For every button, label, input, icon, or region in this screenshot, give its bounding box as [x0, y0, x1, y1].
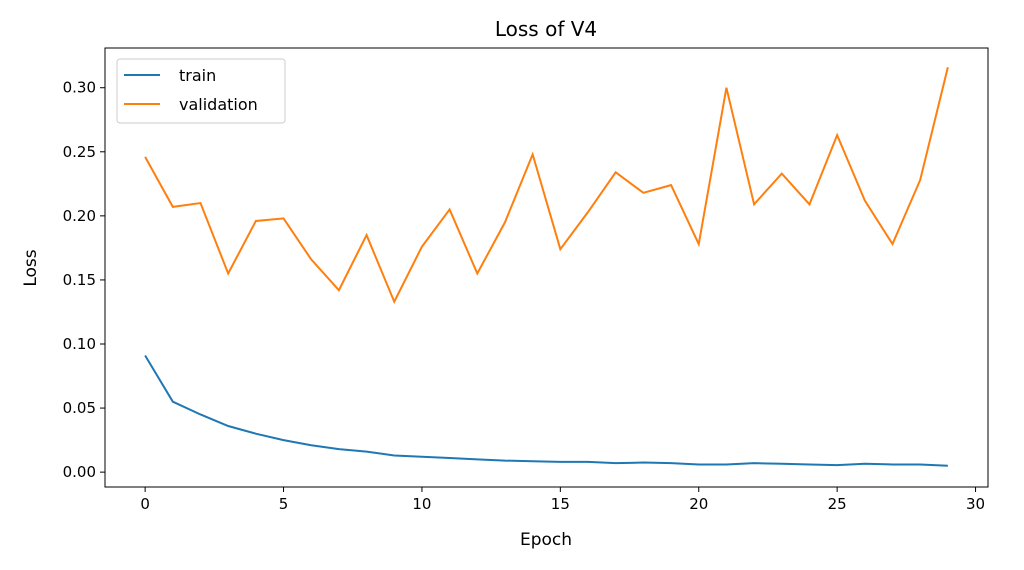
- x-tick-label: 5: [279, 495, 289, 513]
- x-tick-label: 25: [828, 495, 847, 513]
- series-line-train: [145, 356, 948, 466]
- x-tick-label: 10: [412, 495, 431, 513]
- x-axis-label: Epoch: [520, 530, 572, 550]
- y-tick-label: 0.25: [63, 143, 96, 161]
- x-tick-label: 20: [689, 495, 708, 513]
- y-tick-label: 0.20: [63, 207, 96, 225]
- legend: train validation: [117, 59, 285, 123]
- y-tick-label: 0.00: [63, 463, 96, 481]
- x-tick-label: 0: [140, 495, 150, 513]
- x-tick-label: 15: [551, 495, 570, 513]
- y-axis-label: Loss: [21, 249, 41, 286]
- y-tick-label: 0.10: [63, 335, 96, 353]
- y-tick-label: 0.30: [63, 79, 96, 97]
- legend-label-validation: validation: [179, 95, 258, 114]
- x-tick-label: 30: [966, 495, 985, 513]
- y-tick-label: 0.15: [63, 271, 96, 289]
- chart-title: Loss of V4: [495, 17, 597, 41]
- legend-label-train: train: [179, 66, 216, 85]
- y-tick-label: 0.05: [63, 399, 96, 417]
